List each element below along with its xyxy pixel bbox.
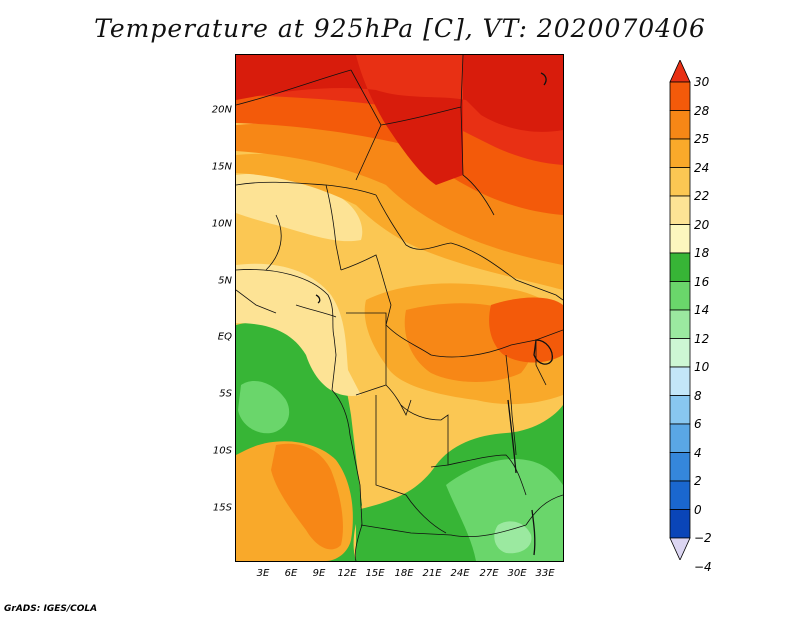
lake-outline <box>531 509 536 556</box>
lat-label: 15N <box>211 161 232 173</box>
colorbar-segment--4 <box>669 537 691 560</box>
lon-label: 30E <box>507 568 527 579</box>
colorbar-segment-16 <box>669 252 691 282</box>
colorbar-label: 16 <box>694 274 710 289</box>
colorbar <box>669 60 691 560</box>
colorbar-segment-4 <box>669 423 691 453</box>
colorbar-label: 2 <box>694 474 702 488</box>
border-line <box>380 55 464 126</box>
border-line <box>385 384 412 417</box>
lake-outline <box>315 294 321 304</box>
lat-label: 10N <box>211 218 232 230</box>
colorbar-segment-14 <box>669 281 691 311</box>
lat-label: 20N <box>211 104 232 116</box>
colorbar-segment-18 <box>669 224 691 254</box>
colorbar-segment-30 <box>669 60 691 83</box>
lon-label: 15E <box>365 568 385 579</box>
lon-label: 21E <box>422 568 442 579</box>
border-line <box>236 69 352 106</box>
colorbar-segment--2 <box>669 509 691 539</box>
border-line <box>375 395 447 534</box>
colorbar-segment-28 <box>669 81 691 111</box>
grads-credit: GrADS: IGES/COLA <box>4 604 98 614</box>
border-line <box>505 354 517 456</box>
lat-label: EQ <box>217 331 232 343</box>
lon-label: 9E <box>312 568 326 579</box>
map-panel <box>235 54 564 562</box>
lat-label: 10S <box>212 445 232 457</box>
border-line <box>346 312 387 396</box>
colorbar-label: 18 <box>694 246 710 260</box>
lat-label: 15S <box>212 502 232 514</box>
border-line <box>400 404 449 468</box>
border-line <box>236 289 277 314</box>
border-line <box>360 524 527 538</box>
border-line <box>535 340 547 386</box>
border-line <box>460 106 495 216</box>
colorbar-label: 30 <box>694 75 710 89</box>
field-band-14-16-south <box>446 459 563 561</box>
border-line <box>430 329 563 358</box>
colorbar-label: −4 <box>694 559 712 574</box>
colorbar-label: 8 <box>694 388 702 403</box>
lon-label: 6E <box>284 568 298 579</box>
border-line <box>340 254 392 306</box>
colorbar-label: 22 <box>694 189 710 203</box>
border-line <box>325 184 342 271</box>
field-band-18-20-north <box>236 173 363 242</box>
colorbar-segment-8 <box>669 366 691 396</box>
lon-label: 27E <box>479 568 499 579</box>
colorbar-label: 28 <box>694 103 710 118</box>
colorbar-segments <box>669 60 691 560</box>
border-line <box>236 181 377 196</box>
lon-label: 18E <box>394 568 414 579</box>
colorbar-segment-10 <box>669 338 691 368</box>
lon-label: 3E <box>256 568 270 579</box>
temperature-field-map <box>236 55 563 561</box>
border-line <box>295 304 337 318</box>
political-borders <box>236 55 563 561</box>
lon-label: 24E <box>450 568 470 579</box>
colorbar-segment-24 <box>669 138 691 168</box>
colorbar-segment-6 <box>669 395 691 425</box>
lake-outline <box>533 339 553 365</box>
colorbar-label: 10 <box>694 360 710 374</box>
field-band-18-20-coast <box>236 263 361 396</box>
colorbar-segment-0 <box>669 480 691 510</box>
colorbar-segment-25 <box>669 110 691 140</box>
colorbar-label: 6 <box>694 417 702 431</box>
colorbar-label: 14 <box>694 303 710 317</box>
colorbar-segment-2 <box>669 452 691 482</box>
border-line <box>375 194 452 250</box>
colorbar-label: 24 <box>694 160 710 175</box>
field-band-14-16-west <box>238 380 290 434</box>
lake-outline <box>540 72 547 86</box>
colorbar-label: −2 <box>694 531 712 545</box>
colorbar-label: 20 <box>694 217 710 232</box>
border-line <box>265 214 282 271</box>
colorbar-label: 4 <box>694 445 702 460</box>
field-band-30-north <box>236 55 563 185</box>
border-line <box>450 242 563 301</box>
field-band-12-14-patch <box>494 521 532 554</box>
border-line <box>525 494 563 526</box>
colorbar-segment-12 <box>669 309 691 339</box>
colorbar-segment-20 <box>669 195 691 225</box>
border-line <box>447 454 527 496</box>
colorbar-label: 0 <box>694 502 702 517</box>
colorbar-segment-22 <box>669 167 691 197</box>
field-band-24-25-sw <box>271 443 343 550</box>
lake-outline <box>507 399 517 474</box>
lat-label: 5S <box>219 388 232 400</box>
colorbar-label: 12 <box>694 331 710 346</box>
lon-label: 12E <box>337 568 357 579</box>
lakes <box>315 72 553 556</box>
lat-label: 5N <box>218 275 232 287</box>
colorbar-label: 25 <box>694 132 710 146</box>
coastline-gulf-of-guinea <box>236 269 363 561</box>
chart-title: Temperature at 925hPa [C], VT: 202007040… <box>94 14 706 43</box>
lon-label: 33E <box>535 568 555 579</box>
